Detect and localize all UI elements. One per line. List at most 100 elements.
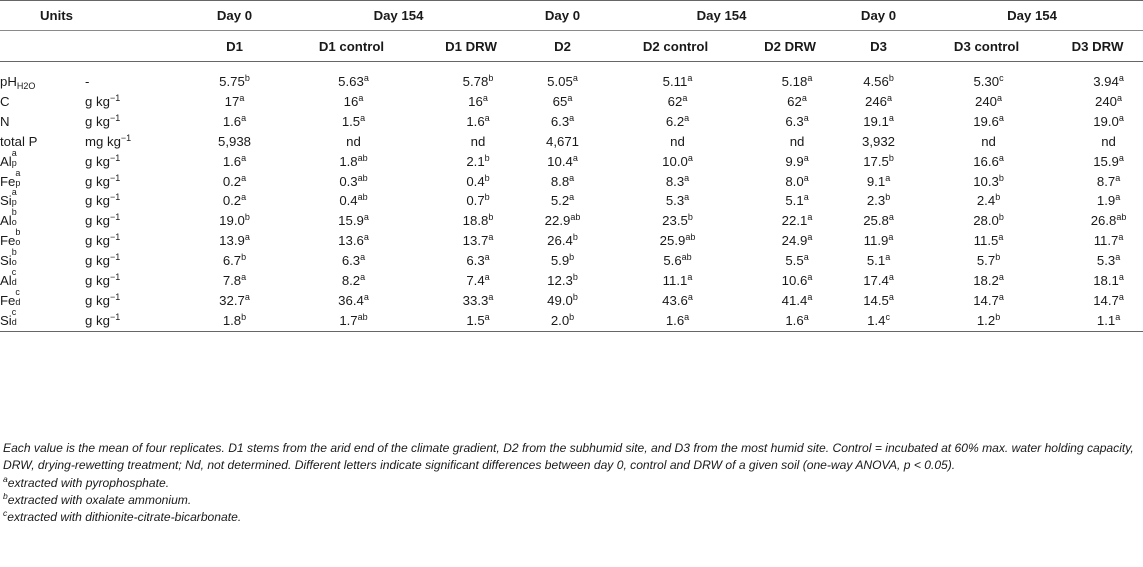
significance-letter: a (1115, 252, 1121, 263)
significance-letter: a (885, 252, 891, 263)
cell-value: 0.2 (222, 193, 242, 209)
cell-value: 26.4 (547, 233, 573, 249)
significance-letter: a (998, 271, 1004, 282)
cell-value: 11.7 (1093, 233, 1119, 249)
table-cell: 1.6a (607, 310, 745, 332)
table-cell: 1.6a (744, 310, 837, 332)
table-cell: 2.3b (836, 191, 921, 211)
table-row: Si b o g kg−1 6.7b 6.3a 6.3a 5.9b 5.6ab 5.5a 5.1a 5… (0, 248, 1143, 271)
variable-name: Fe (0, 292, 16, 308)
unit-exponent: −1 (109, 291, 121, 302)
variable-superscript: a (15, 167, 21, 178)
cell-value: 25.8 (863, 213, 889, 229)
table-cell: 8.0a (744, 171, 836, 191)
cell-value: 6.3 (466, 253, 485, 269)
table-cell: 7.4a (424, 270, 518, 290)
significance-letter: a (998, 291, 1004, 302)
variable-name: Si (0, 193, 12, 209)
cell-value: 13.7 (462, 233, 489, 249)
variable-subscript: o (11, 257, 17, 268)
cell-value: 8.0 (785, 173, 804, 189)
significance-letter: a (363, 73, 369, 84)
cell-value: 10.6 (781, 272, 808, 288)
row-variable: Si b o (0, 248, 85, 271)
cell-value: 1.6 (466, 114, 485, 130)
cell-value: 7.8 (222, 272, 242, 288)
table-cell: 11.1a (607, 270, 744, 290)
cell-value: 62 (667, 94, 683, 110)
variable-subscript: o (15, 237, 21, 248)
significance-letter: b (998, 212, 1004, 223)
row-unit: - (85, 72, 190, 92)
col-header-d3: D3 (836, 30, 922, 62)
cell-value: 5.2 (550, 193, 570, 209)
table-cell: 4,671 (518, 132, 607, 152)
significance-letter: a (360, 252, 366, 263)
cell-value: 16.6 (973, 153, 999, 169)
cell-value: 4,671 (546, 133, 580, 149)
group-header-day154-d3: Day 154 (921, 0, 1143, 31)
cell-value: nd (346, 133, 361, 149)
significance-letter: ab (681, 252, 692, 263)
table-cell: 5.1a (836, 251, 921, 271)
unit-exponent: −1 (109, 113, 121, 124)
table-cell: 8.2a (279, 270, 424, 290)
table-cell: 8.7a (1052, 171, 1143, 191)
significance-letter: a (488, 291, 494, 302)
cell-value: 13.6 (338, 233, 364, 249)
table-cell: 0.4ab (279, 191, 424, 211)
table-cell: 11.5a (921, 231, 1052, 251)
cell-value: 1.1 (1096, 312, 1116, 328)
significance-letter: a (1118, 232, 1124, 243)
cell-value: 25.9 (659, 233, 686, 249)
significance-letter: a (360, 113, 366, 124)
cell-value: 4.56 (863, 74, 889, 90)
cell-value: 6.3 (341, 253, 361, 269)
significance-letter: b (888, 73, 894, 84)
table-cell: 240a (921, 92, 1052, 112)
unit-exponent: −1 (109, 232, 121, 243)
table-row: Fe b o g kg−1 13.9a 13.6a 13.7a 26.4b 25.9ab 24.9… (0, 228, 1143, 251)
cell-value: 5.05 (547, 74, 573, 90)
significance-letter: a (803, 311, 809, 322)
significance-letter: a (888, 291, 894, 302)
footnote-text: extracted with oxalate ammonium. (7, 492, 192, 507)
table-cell: 3.94a (1052, 72, 1143, 92)
table-cell: 8.3a (607, 171, 744, 191)
variable-superscript: c (15, 286, 20, 297)
table-row: pHH2O -5.75b 5.63a 5.78b 5.05a 5.11a 5.18a 4.56… (0, 72, 1143, 92)
significance-letter: a (358, 93, 364, 104)
row-unit: g kg−1 (85, 310, 190, 332)
table-cell: 7.8a (190, 270, 279, 290)
table-cell: 49.0b (518, 290, 607, 310)
significance-letter: a (1118, 152, 1124, 163)
significance-letter: b (687, 212, 693, 223)
significance-letter: a (360, 271, 366, 282)
table-cell: 1.6a (190, 112, 279, 132)
significance-letter: a (363, 291, 369, 302)
footnote-mark: b (3, 490, 8, 501)
table-cell: 1.8b (190, 310, 279, 332)
cell-value: nd (670, 133, 685, 149)
significance-letter: c (885, 311, 890, 322)
group-header-day154-d1: Day 154 (279, 0, 519, 31)
footnote-text: extracted with dithionite-citrate-bicarb… (7, 510, 242, 525)
significance-letter: a (569, 172, 575, 183)
significance-letter: a (803, 152, 809, 163)
table-cell: 5.9b (518, 251, 607, 271)
significance-letter: a (998, 113, 1004, 124)
table-cell: 5,938 (190, 132, 279, 152)
table-cell: nd (1052, 132, 1143, 152)
cell-value: 22.9 (544, 213, 571, 229)
significance-letter: a (687, 291, 693, 302)
cell-value: 1.7 (339, 312, 358, 328)
cell-value: 10.0 (662, 153, 688, 169)
significance-letter: a (244, 291, 250, 302)
cell-value: 6.3 (550, 114, 570, 130)
unit-text: g kg (85, 213, 110, 229)
